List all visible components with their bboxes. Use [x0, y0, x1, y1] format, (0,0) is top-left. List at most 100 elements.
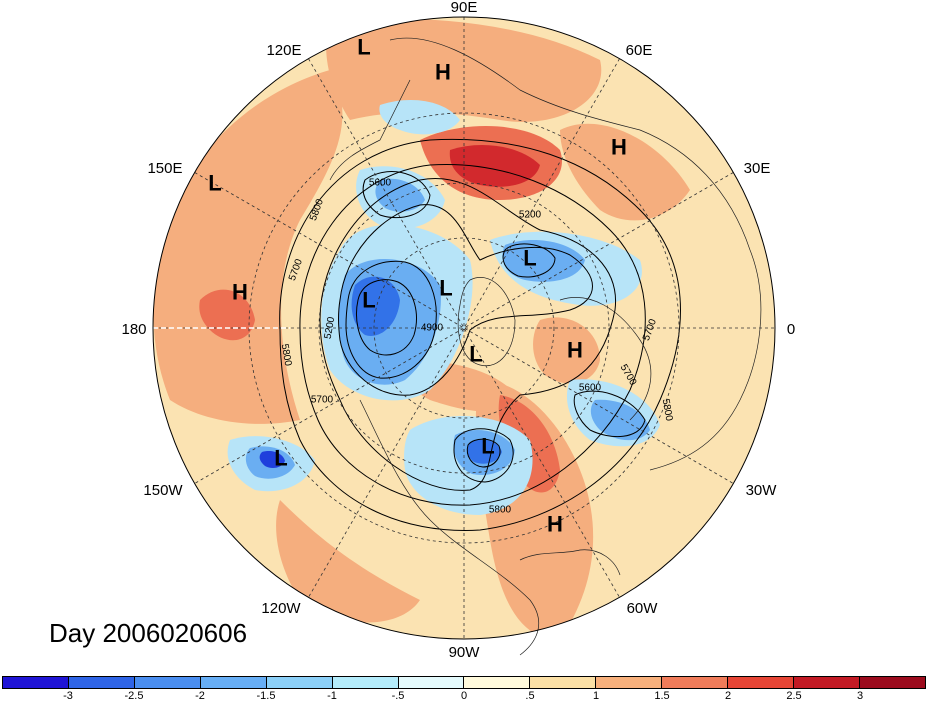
low-center-marker: L — [523, 246, 536, 271]
colorbar-segment — [134, 677, 201, 688]
high-center-marker: H — [611, 135, 627, 160]
colorbar — [2, 676, 926, 689]
colorbar-segment — [266, 677, 333, 688]
map-border — [152, 16, 776, 640]
meridian-30e-150w — [194, 172, 734, 484]
meridian-60e-120w — [308, 58, 620, 598]
colorbar-segment — [662, 677, 729, 688]
lon-label-90w: 90W — [449, 644, 481, 661]
lon-label-180: 180 — [121, 321, 146, 338]
contour-5800-outer — [279, 138, 681, 531]
coast-greenland — [457, 277, 516, 367]
lon-label-120e: 120E — [266, 42, 301, 59]
low-center-marker: L — [362, 288, 375, 313]
meridian-150e-30w — [194, 172, 734, 484]
lat-circle-30 — [248, 112, 680, 544]
colorbar-segment — [68, 677, 135, 688]
contour-label: 5200 — [323, 316, 338, 340]
low-center-marker: L — [439, 276, 452, 301]
cold-mid-europe — [502, 240, 585, 282]
cold-region-north — [379, 100, 460, 135]
colorbar-tick-label: 2.5 — [786, 690, 802, 702]
high-center-marker: H — [232, 280, 248, 305]
colorbar-segment — [200, 677, 267, 688]
warm-region-south — [276, 500, 420, 623]
colorbar-tick-label: -1 — [327, 690, 337, 702]
lon-label-0: 0 — [787, 321, 795, 338]
lon-label-150w: 150W — [143, 482, 183, 499]
contour-na-low — [453, 428, 514, 483]
lon-label-60e: 60E — [626, 42, 653, 59]
longitude-labels: 90E 60E 30E 0 30W 60W 90W 120W 150W 180 … — [121, 0, 795, 661]
lat-circle-60 — [373, 237, 555, 419]
contour-label: 5800 — [489, 505, 512, 516]
coast-europe — [559, 297, 652, 421]
colorbar-tick-label: -2.5 — [124, 690, 144, 702]
warm-region-pacific — [153, 70, 343, 424]
colorbar-segment — [859, 677, 925, 688]
pressure-centers: L H H L H L L L H L L L H — [208, 35, 627, 537]
colorbar-tick-label: 3 — [856, 690, 864, 702]
colorbar-segment — [728, 677, 795, 688]
colorbar-segment — [794, 677, 860, 688]
graticule — [153, 17, 775, 639]
lon-label-120w: 120W — [261, 600, 301, 617]
coast-namerica — [359, 399, 539, 656]
warm-region-northeast — [560, 123, 690, 221]
hot-core-siberia — [449, 145, 540, 187]
lon-label-30w: 30W — [746, 482, 778, 499]
low-center-marker: L — [481, 434, 494, 459]
low-center-marker: L — [469, 342, 482, 367]
cold-strong-pacific — [259, 451, 285, 469]
colorbar-segment — [398, 677, 465, 688]
colorbar-segment — [464, 677, 531, 688]
high-center-marker: H — [435, 60, 451, 85]
coast-caribbean — [519, 549, 621, 576]
high-center-marker: H — [567, 338, 583, 363]
colorbar-segment — [596, 677, 663, 688]
contour-eu-low — [502, 243, 556, 278]
coastlines — [329, 37, 762, 656]
colorbar-tick-label: 2 — [724, 690, 732, 702]
contour-north-low — [362, 171, 431, 219]
coast-alaska — [329, 79, 411, 181]
cold-strong-main — [351, 276, 400, 336]
colorbar-segment — [332, 677, 399, 688]
contour-atl-low — [573, 390, 646, 438]
contour-label: 5200 — [519, 210, 542, 221]
cold-mid-upper — [375, 178, 425, 212]
contour-label: 5800 — [660, 398, 675, 422]
contour-5600 — [319, 178, 617, 491]
contour-5000 — [356, 279, 417, 356]
colorbar-tick-label: .5 — [525, 690, 535, 702]
lon-label-30e: 30E — [744, 160, 771, 177]
high-center-marker: H — [547, 512, 563, 537]
contour-na-low-inner — [466, 438, 501, 468]
colorbar-tick-label: -3 — [63, 690, 73, 702]
lon-label-90e: 90E — [451, 0, 478, 16]
colorbar-tick-label: -2 — [195, 690, 205, 702]
low-center-marker: L — [208, 171, 221, 196]
contour-5400 — [338, 204, 593, 396]
colorbar-tick-label: 1 — [592, 690, 600, 702]
low-center-marker: L — [274, 446, 287, 471]
colorbar-ticks: -3 -2.5 -2 -1.5 -1 -.5 0 .5 1 1.5 2 2.5 3 — [2, 690, 926, 702]
colorbar-segment — [3, 677, 69, 688]
colorbar-segment — [530, 677, 597, 688]
colorbar-tick-label: -1.5 — [256, 690, 276, 702]
anomaly-field — [153, 17, 775, 639]
colorbar-tick-label: 0 — [460, 690, 468, 702]
meridian-120e-60w — [308, 58, 620, 598]
lon-label-60w: 60W — [627, 600, 659, 617]
lon-label-150e: 150E — [147, 160, 182, 177]
contour-label: 5700 — [311, 395, 334, 406]
day-title: Day 2006020606 — [49, 618, 248, 648]
warm-region-europe — [533, 317, 600, 384]
contour-5700 — [299, 163, 646, 506]
coast-eurasia — [389, 37, 762, 471]
height-contours — [279, 138, 681, 531]
contour-label: 5600 — [579, 383, 602, 394]
contour-5200 — [345, 260, 437, 379]
cold-strong-namerica — [466, 439, 502, 464]
